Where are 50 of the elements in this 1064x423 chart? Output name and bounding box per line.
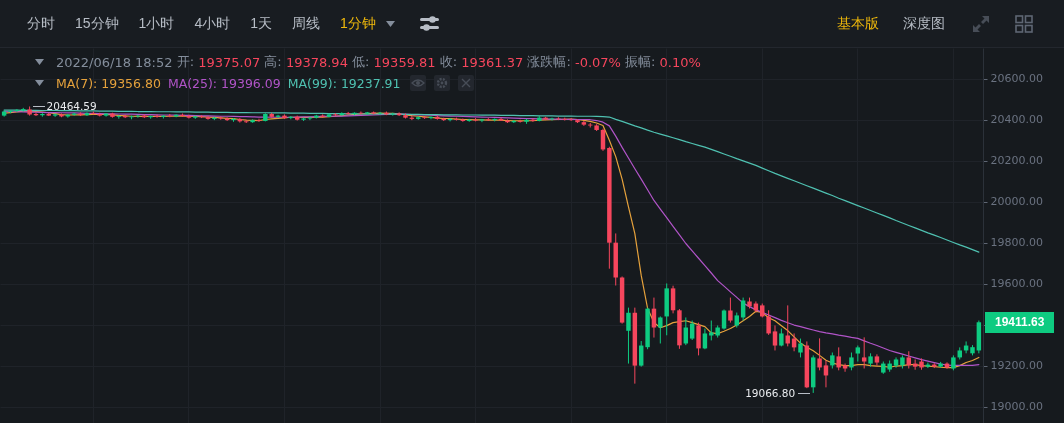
series-label: MA(25): 19396.09: [167, 75, 281, 91]
y-tick-label: 19600.00: [990, 277, 1043, 291]
text: 1分钟: [339, 14, 376, 33]
annotation: 19066.80: [745, 385, 796, 400]
candlestick: [256, 118, 262, 123]
candlestick: [696, 322, 701, 356]
candlestick: [702, 328, 708, 350]
candlestick: [836, 346, 841, 371]
candlestick: [205, 115, 211, 121]
candlestick: [670, 285, 676, 314]
candlestick: [377, 111, 383, 116]
candlestick: [154, 114, 160, 119]
candlestick: [658, 315, 663, 344]
series-label: MA(99): 19237.91: [287, 75, 401, 91]
candlestick: [626, 307, 631, 365]
text: 2022/06/18 18:52 开: 19375.07 高: 19378.94 低: 19359.81 收: 19361.37 涨跌幅: -0.07% 振幅: 0.10%: [56, 54, 701, 70]
candlestick: [817, 337, 822, 371]
candlestick: [224, 116, 230, 122]
candlestick: [874, 353, 880, 367]
text: 深度图: [903, 14, 945, 33]
y-tick-label: 20400.00: [990, 113, 1043, 127]
text: 1天: [250, 14, 272, 33]
y-tick-label: 20600.00: [990, 72, 1043, 86]
line-series: [3, 109, 980, 253]
text: 19411.63: [985, 311, 1055, 333]
candlestick: [772, 324, 778, 351]
annotation: 20464.59: [46, 99, 97, 114]
candlestick: [861, 336, 867, 369]
series-label: MA(7): 19356.80: [56, 75, 161, 91]
candlestick: [766, 309, 771, 336]
candlestick: [728, 297, 733, 324]
text: 4小时: [194, 14, 231, 33]
y-tick-label: 19000.00: [990, 400, 1043, 414]
y-tick-label: 19200.00: [990, 359, 1043, 373]
y-tick-label: 20200.00: [990, 154, 1043, 168]
text: 周线: [291, 14, 320, 33]
candlestick: [549, 117, 555, 122]
text: 基本版: [837, 14, 879, 33]
text: 1小时: [138, 14, 175, 33]
candlestick: [689, 320, 695, 341]
y-tick-label: 20000.00: [990, 195, 1043, 209]
candlestick: [40, 112, 45, 118]
candlestick: [320, 113, 325, 119]
candlestick: [116, 114, 122, 120]
candlestick: [651, 297, 657, 339]
text: 分时: [27, 14, 55, 33]
candlestick: [721, 308, 727, 331]
y-tick-label: 19800.00: [990, 236, 1043, 250]
candlestick: [798, 338, 803, 358]
text: 15分钟: [75, 14, 119, 33]
